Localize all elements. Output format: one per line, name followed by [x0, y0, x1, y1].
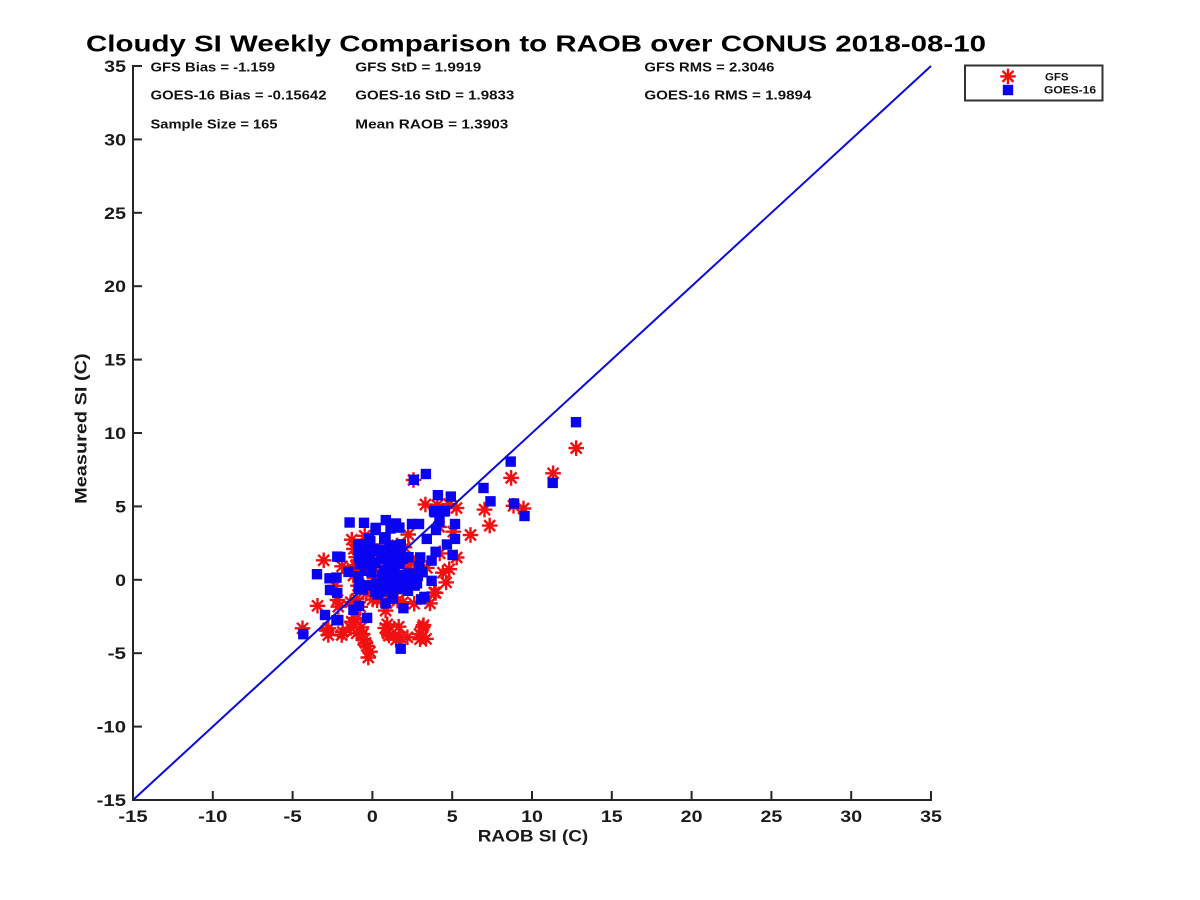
svg-text:GOES-16: GOES-16 [1044, 85, 1096, 97]
svg-text:25: 25 [104, 205, 126, 223]
svg-text:GFS StD = 1.9919: GFS StD = 1.9919 [355, 60, 481, 74]
svg-text:Cloudy SI Weekly Comparison to: Cloudy SI Weekly Comparison to RAOB over… [86, 31, 986, 57]
svg-text:35: 35 [104, 58, 126, 76]
svg-text:Sample Size = 165: Sample Size = 165 [151, 118, 278, 132]
svg-text:10: 10 [521, 808, 543, 826]
svg-text:Mean RAOB = 1.3903: Mean RAOB = 1.3903 [355, 118, 508, 132]
svg-text:30: 30 [104, 131, 126, 149]
svg-text:GFS Bias = -1.159: GFS Bias = -1.159 [151, 60, 276, 74]
svg-text:30: 30 [840, 808, 862, 826]
svg-text:0: 0 [367, 808, 378, 826]
svg-text:-15: -15 [97, 792, 126, 810]
svg-text:GFS RMS = 2.3046: GFS RMS = 2.3046 [644, 60, 774, 74]
svg-text:20: 20 [681, 808, 703, 826]
svg-text:20: 20 [104, 278, 126, 296]
svg-text:GOES-16 StD = 1.9833: GOES-16 StD = 1.9833 [355, 89, 514, 103]
svg-text:-5: -5 [283, 808, 301, 826]
svg-text:-5: -5 [108, 645, 126, 663]
svg-text:35: 35 [920, 808, 942, 826]
svg-text:RAOB SI (C): RAOB SI (C) [478, 827, 589, 846]
svg-text:GOES-16 Bias = -0.15642: GOES-16 Bias = -0.15642 [151, 89, 327, 103]
svg-text:15: 15 [104, 352, 126, 370]
svg-text:5: 5 [447, 808, 458, 826]
svg-text:GFS: GFS [1045, 72, 1069, 84]
svg-text:Measured SI (C): Measured SI (C) [72, 353, 91, 504]
svg-text:GOES-16 RMS = 1.9894: GOES-16 RMS = 1.9894 [644, 89, 811, 103]
svg-text:-10: -10 [198, 808, 227, 826]
svg-text:15: 15 [601, 808, 623, 826]
svg-text:0: 0 [115, 572, 126, 590]
svg-text:25: 25 [761, 808, 783, 826]
svg-text:10: 10 [104, 425, 126, 443]
svg-text:-15: -15 [118, 808, 147, 826]
svg-text:5: 5 [115, 498, 126, 516]
svg-text:-10: -10 [97, 719, 126, 737]
